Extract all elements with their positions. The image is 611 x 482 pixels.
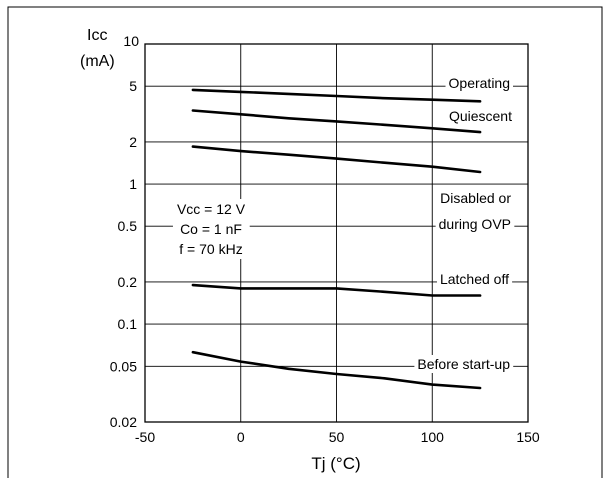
y-tick-label: 0.2 — [118, 274, 138, 290]
series-label-text: Quiescent — [449, 108, 512, 124]
figure-border — [7, 6, 603, 478]
series-line — [191, 350, 482, 390]
x-tick-label: 100 — [421, 429, 445, 445]
series-label: Operating — [445, 74, 513, 92]
y-tick-label: 5 — [129, 78, 137, 94]
series-label-bg — [414, 355, 514, 373]
series-label-bg — [445, 107, 516, 125]
series-line — [191, 109, 482, 134]
y-tick-label: 0.5 — [118, 218, 138, 234]
x-tick-label: 0 — [237, 429, 245, 445]
x-axis-label: Tj (°C) — [311, 454, 360, 473]
series-lines — [191, 88, 482, 390]
y-tick-label: 1 — [129, 176, 137, 192]
series-line — [191, 283, 482, 297]
y-tick-label: 2 — [129, 134, 137, 150]
conditions: Vcc = 12 V Co = 1 nF f = 70 kHz — [172, 199, 250, 259]
series-label-bg — [445, 74, 513, 92]
x-tick-label: 150 — [516, 429, 540, 445]
series-label-text: Latched off — [440, 271, 509, 287]
condition-text: Co = 1 nF — [180, 221, 242, 237]
series-label-bg — [435, 189, 515, 233]
y-tick-label: 0.05 — [110, 358, 137, 374]
conditions-bg — [172, 199, 250, 259]
x-tick-label: 50 — [329, 429, 345, 445]
x-tick-labels: -50 0 50 100 150 — [135, 429, 540, 445]
y-tick-label: 10 — [123, 33, 139, 49]
condition-text: f = 70 kHz — [179, 241, 242, 257]
y-axis-label-main: Icc — [87, 27, 107, 44]
series-line — [191, 145, 482, 174]
y-tick-labels: 0.02 0.05 0.1 0.2 0.5 1 2 5 10 — [110, 33, 139, 430]
series-label-text: Disabled or — [440, 190, 511, 206]
y-tick-label: 0.02 — [110, 414, 137, 430]
series-label-text: during OVP — [439, 216, 511, 232]
series-label-text: Operating — [449, 75, 510, 91]
series-labels: Operating Quiescent Disabled or during OVP L… — [414, 74, 516, 373]
series-label: Before start-up — [414, 355, 514, 373]
conditions-box: Vcc = 12 V Co = 1 nF f = 70 kHz — [172, 199, 250, 259]
y-tick-label: 0.1 — [118, 316, 138, 332]
series-label: Latched off — [436, 270, 513, 288]
series-label: Quiescent — [445, 107, 516, 125]
condition-text: Vcc = 12 V — [177, 201, 246, 217]
series-label-text: Before start-up — [417, 356, 510, 372]
series-line — [191, 88, 482, 103]
series-label: Disabled or during OVP — [435, 189, 515, 233]
y-axis-label-unit: (mA) — [80, 53, 115, 70]
series-label-bg — [436, 270, 513, 288]
x-tick-label: -50 — [135, 429, 155, 445]
